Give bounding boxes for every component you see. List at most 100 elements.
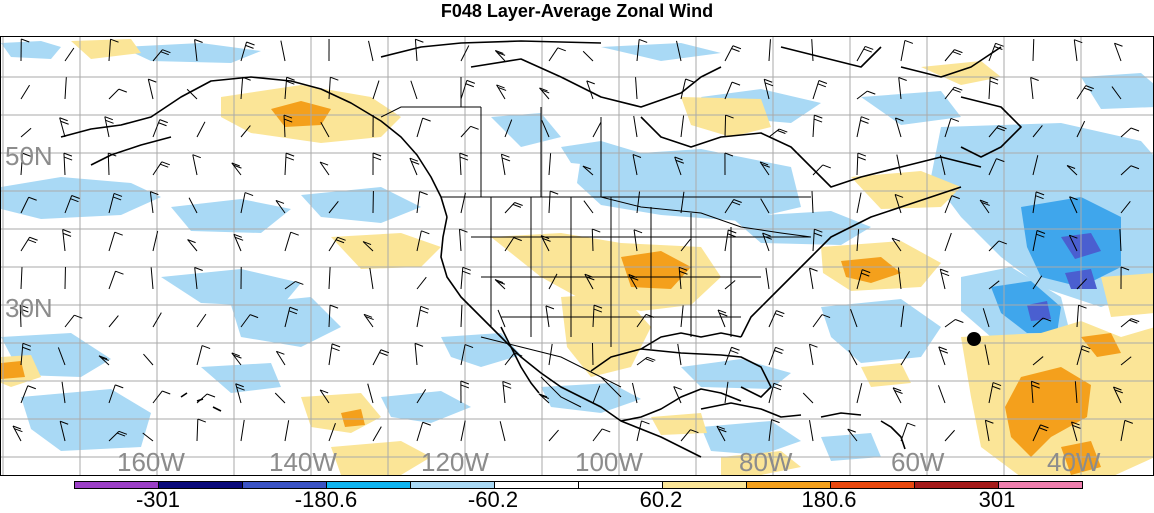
lat-label-50n: 50N [5, 143, 53, 169]
colorbar-label: 180.6 [801, 487, 856, 513]
wind-barb-flag [21, 39, 29, 42]
wind-barb [60, 118, 65, 137]
wind-barb-flag [728, 234, 736, 237]
wind-barb-flag [639, 39, 647, 42]
wind-barb [809, 344, 813, 365]
wind-barb [459, 229, 461, 251]
wind-barb [938, 385, 945, 403]
wind-barb-flag [776, 311, 784, 314]
wind-barb-flag [953, 89, 961, 92]
wind-barb-flag [64, 157, 72, 160]
wind-barb [143, 354, 153, 365]
wind-barb-flag [245, 193, 253, 196]
wind-barb-flag [733, 46, 741, 49]
wind-barb-flag [198, 419, 206, 422]
wind-barb-flag [63, 230, 71, 233]
wind-barb-flag [30, 237, 38, 240]
wind-barb-flag [64, 153, 72, 156]
wind-barb-flag [459, 229, 467, 232]
wind-barb [109, 232, 115, 251]
wind-barb-flag [421, 231, 429, 234]
wind-barb-flag [858, 153, 866, 156]
wind-barb-flag [286, 153, 294, 156]
wind-barb [546, 306, 549, 327]
wind-barb-flag [558, 48, 566, 51]
wind-barb [593, 429, 602, 441]
wind-barb [417, 422, 423, 441]
wind-barb-flag [503, 381, 511, 384]
lon-label-120w: 120W [421, 449, 489, 475]
wind-barb-flag [810, 268, 818, 271]
wind-barb [901, 423, 907, 441]
wind-barb [766, 268, 769, 289]
wind-barb [197, 314, 206, 327]
wind-barb [197, 122, 205, 137]
wind-barb [285, 153, 286, 175]
wind-barb-flag [246, 45, 254, 48]
wind-barb-flag [195, 267, 203, 270]
wind-barb-flag [907, 423, 915, 426]
wind-barb-flag [330, 305, 338, 308]
wind-barb-flag [1131, 128, 1139, 131]
wind-barb [63, 230, 65, 251]
wind-barb [461, 267, 463, 289]
wind-barb-flag [74, 315, 82, 318]
wind-barb-flag [162, 162, 170, 165]
wind-barb-flag [858, 157, 866, 160]
wind-barb-flag [115, 271, 123, 274]
wind-barb [370, 268, 373, 289]
wind-barb-flag [1079, 305, 1087, 308]
wind-barb [461, 126, 471, 137]
wind-barb [460, 153, 461, 175]
wind-barb-flag [471, 126, 479, 129]
wind-barb [109, 89, 119, 99]
wind-barb-flag [818, 84, 826, 87]
wind-barb [153, 120, 160, 137]
wind-barb [1121, 128, 1131, 137]
wind-barb-flag [951, 118, 959, 121]
wind-barb [143, 433, 153, 441]
wind-barb [1114, 43, 1121, 61]
wind-barb-flag [860, 120, 868, 123]
wind-barb [725, 115, 726, 137]
wind-barb [725, 230, 728, 251]
wind-barb-flag [420, 310, 428, 313]
wind-barb [769, 39, 770, 61]
wind-barb [415, 343, 417, 365]
wind-barb-flag [330, 77, 338, 80]
map-title: F048 Layer-Average Zonal Wind [0, 0, 1154, 22]
wind-barb [681, 305, 683, 327]
lon-label-160w: 160W [117, 449, 185, 475]
wind-barb [193, 155, 197, 175]
wind-barb [368, 384, 373, 403]
wind-barb [197, 394, 207, 403]
wind-barb [373, 350, 381, 365]
wind-barb-flag [195, 40, 203, 43]
wind-barb-flag [380, 353, 388, 356]
wind-barb [65, 77, 66, 99]
lon-label-80w: 80W [739, 449, 792, 475]
wind-barb [1074, 40, 1077, 61]
wind-barb-flag [415, 39, 423, 42]
wind-barb-flag [899, 77, 907, 80]
wind-barb-flag [864, 49, 872, 52]
wind-barb [197, 346, 202, 365]
wind-barb [583, 51, 593, 61]
wind-barb [857, 153, 858, 175]
wind-barb [281, 41, 285, 61]
wind-barb [241, 420, 244, 441]
wind-barb [813, 315, 822, 327]
wind-barb [584, 201, 593, 213]
wind-barb [989, 77, 990, 99]
wind-barb-flag [160, 120, 168, 123]
wind-barb-flag [990, 81, 998, 84]
wind-barb-flag [732, 49, 740, 52]
wind-barb-flag [207, 394, 215, 397]
wind-barb [197, 419, 198, 441]
wind-barb-flag [765, 83, 773, 86]
wind-barb-flag [728, 230, 736, 233]
wind-barb-flag [28, 386, 36, 389]
wind-barb [285, 420, 289, 441]
wind-barb-flag [420, 192, 428, 195]
wind-barb [285, 232, 291, 251]
